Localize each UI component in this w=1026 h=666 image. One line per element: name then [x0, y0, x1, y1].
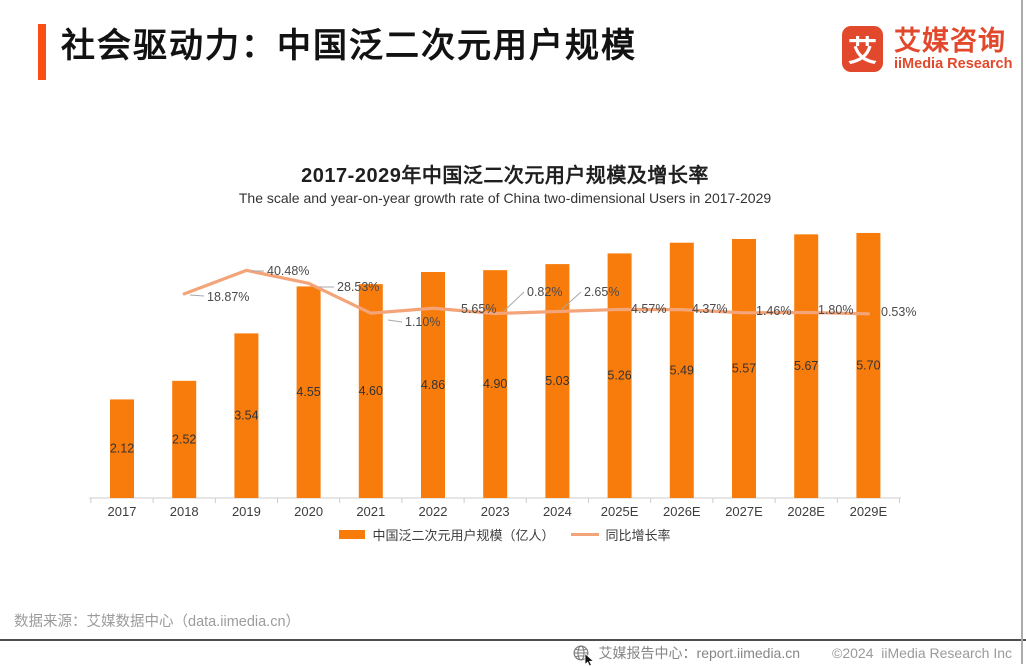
- legend-item-line: 同比增长率: [571, 525, 671, 544]
- bar: [856, 233, 880, 498]
- x-axis-label: 2018: [170, 504, 199, 519]
- legend-line-label: 同比增长率: [606, 525, 671, 544]
- bar: [297, 286, 321, 498]
- growth-rate-label: 4.37%: [692, 302, 727, 316]
- bar-value-label: 5.49: [670, 363, 694, 377]
- x-axis-label: 2022: [419, 504, 448, 519]
- logo-name-cn: 艾媒咨询: [894, 26, 1012, 56]
- bar-value-label: 5.67: [794, 359, 818, 373]
- screen-right-edge: [1021, 0, 1023, 664]
- bottom-divider: [0, 639, 1026, 641]
- bar: [172, 381, 196, 498]
- page-title: 社会驱动力：中国泛二次元用户规模: [61, 26, 637, 66]
- x-axis-label: 2020: [294, 504, 323, 519]
- x-axis-label: 2021: [356, 504, 385, 519]
- bar-value-label: 2.12: [110, 442, 134, 456]
- legend-bar-label: 中国泛二次元用户规模（亿人）: [372, 525, 554, 544]
- x-axis-label: 2025E: [601, 504, 639, 519]
- bar: [794, 234, 818, 498]
- x-axis-label: 2029E: [850, 504, 888, 519]
- chart-subtitle: The scale and year-on-year growth rate o…: [0, 190, 1010, 206]
- bar-value-label: 4.55: [296, 385, 320, 399]
- growth-rate-label: 4.57%: [631, 302, 666, 316]
- legend-item-bar: 中国泛二次元用户规模（亿人）: [339, 525, 554, 544]
- bar-value-label: 5.03: [545, 374, 569, 388]
- bar-series-swatch: [339, 530, 365, 539]
- bar-value-label: 4.60: [359, 384, 383, 398]
- bar: [110, 399, 134, 498]
- bar: [234, 333, 258, 498]
- bar-value-label: 4.86: [421, 378, 445, 392]
- logo-glyph: 艾: [848, 28, 877, 70]
- line-series-swatch: [571, 533, 599, 536]
- data-source-note: 数据来源：艾媒数据中心（data.iimedia.cn）: [14, 610, 300, 631]
- growth-line: [184, 270, 868, 313]
- bar: [608, 253, 632, 498]
- bar-value-label: 5.26: [607, 369, 631, 383]
- growth-rate-label: 1.80%: [818, 303, 853, 317]
- logo-text: 艾媒咨询 iiMedia Research: [894, 26, 1012, 72]
- chart-legend: 中国泛二次元用户规模（亿人） 同比增长率: [0, 525, 1010, 544]
- bar-value-label: 5.70: [856, 358, 880, 372]
- bottom-bar: 艾媒报告中心：report.iimedia.cn ©2024 iiMedia R…: [0, 643, 1012, 663]
- growth-label-leader: [504, 292, 524, 311]
- bar: [545, 264, 569, 498]
- iimedia-logo: 艾 艾媒咨询 iiMedia Research: [842, 26, 1012, 72]
- bar-value-label: 5.57: [732, 361, 756, 375]
- chart-title: 2017-2029年中国泛二次元用户规模及增长率: [0, 159, 1010, 188]
- x-axis-label: 2024: [543, 504, 572, 519]
- growth-rate-label: 18.87%: [207, 290, 249, 304]
- bar-value-label: 2.52: [172, 432, 196, 446]
- growth-rate-label: 28.53%: [337, 280, 379, 294]
- x-axis-label: 2023: [481, 504, 510, 519]
- bar-value-label: 4.90: [483, 377, 507, 391]
- bar: [483, 270, 507, 498]
- bar: [732, 239, 756, 498]
- globe-icon: [572, 644, 590, 662]
- growth-rate-label: 40.48%: [267, 264, 309, 278]
- cursor-icon: [584, 653, 595, 666]
- x-axis-label: 2026E: [663, 504, 701, 519]
- bar: [670, 243, 694, 498]
- iimedia-logo-icon: 艾: [842, 26, 883, 72]
- growth-label-leader: [190, 295, 204, 296]
- growth-label-leader: [388, 320, 402, 322]
- bar-value-label: 3.54: [234, 409, 258, 423]
- growth-rate-label: 1.46%: [756, 304, 791, 318]
- growth-rate-label: 5.65%: [461, 302, 496, 316]
- growth-rate-label: 0.53%: [881, 305, 916, 319]
- x-axis-label: 2028E: [787, 504, 825, 519]
- x-axis-label: 2019: [232, 504, 261, 519]
- growth-label-leader: [562, 292, 581, 309]
- growth-rate-label: 0.82%: [527, 285, 562, 299]
- report-center-link[interactable]: 艾媒报告中心：report.iimedia.cn: [599, 643, 801, 663]
- growth-rate-label: 1.10%: [405, 315, 440, 329]
- bar: [421, 272, 445, 498]
- growth-rate-label: 2.65%: [584, 285, 619, 299]
- bar: [359, 284, 383, 498]
- logo-name-en: iiMedia Research: [894, 56, 1012, 72]
- title-accent-bar: [38, 24, 46, 80]
- x-axis-label: 2017: [108, 504, 137, 519]
- copyright-text: ©2024 iiMedia Research Inc: [832, 645, 1012, 661]
- x-axis-label: 2027E: [725, 504, 763, 519]
